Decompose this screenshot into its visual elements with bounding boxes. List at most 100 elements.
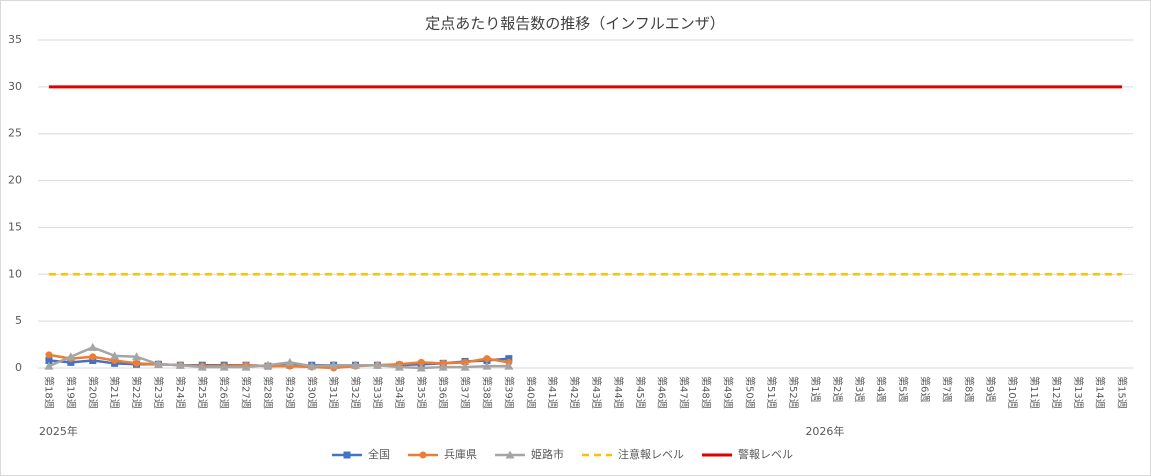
x-tick-label: 第31週 (327, 376, 340, 409)
x-tick-label: 第7週 (940, 376, 953, 402)
y-tick-label: 0 (15, 361, 22, 374)
series-line (48, 346, 509, 370)
year-label: 2025年 (39, 424, 78, 438)
y-tick-label: 25 (8, 127, 22, 140)
marker (505, 450, 515, 459)
year-label: 2026年 (805, 424, 844, 438)
x-tick-label: 第51週 (765, 376, 778, 409)
x-tick-label: 第50週 (743, 376, 756, 409)
x-tick-label: 第33週 (371, 376, 384, 409)
marker (45, 351, 53, 359)
x-tick-label: 第18週 (42, 376, 55, 409)
marker (285, 357, 295, 366)
x-tick-label: 第22週 (130, 376, 143, 409)
marker (89, 357, 97, 365)
x-tick-label: 第47週 (678, 376, 691, 409)
x-tick-label: 第1週 (809, 376, 822, 402)
legend-label: 兵庫県 (444, 447, 477, 461)
x-tick-label: 第27週 (240, 376, 253, 409)
marker (372, 360, 382, 369)
x-tick-label: 第19週 (64, 376, 77, 409)
marker (329, 360, 339, 369)
marker (343, 451, 351, 459)
marker (351, 360, 361, 369)
x-tick-label: 第14週 (1094, 376, 1107, 409)
legend-label: 警報レベル (738, 447, 793, 461)
x-tick-label: 第26週 (218, 376, 231, 409)
marker (241, 362, 251, 371)
y-tick-label: 30 (8, 80, 22, 93)
marker (394, 362, 404, 371)
x-tick-label: 第28週 (261, 376, 274, 409)
y-tick-label: 15 (8, 220, 22, 233)
marker (89, 353, 97, 361)
x-tick-label: 第46週 (656, 376, 669, 409)
x-tick-label: 第29週 (283, 376, 296, 409)
y-tick-label: 20 (8, 174, 22, 187)
y-tick-label: 5 (15, 314, 22, 327)
chart-title: 定点あたり報告数の推移（インフルエンザ） (425, 15, 725, 33)
x-tick-label: 第11週 (1028, 376, 1041, 409)
marker (219, 362, 229, 371)
x-tick-label: 第48週 (699, 376, 712, 409)
x-tick-label: 第45週 (634, 376, 647, 409)
x-tick-label: 第24週 (174, 376, 187, 409)
x-tick-label: 第25週 (196, 376, 209, 409)
marker (175, 360, 185, 369)
x-tick-label: 第38週 (480, 376, 493, 409)
marker (416, 363, 426, 372)
x-tick-label: 第2週 (831, 376, 844, 402)
y-tick-label: 10 (8, 267, 22, 280)
x-tick-label: 第43週 (590, 376, 603, 409)
marker (419, 451, 427, 459)
x-tick-label: 第8週 (962, 376, 975, 402)
x-tick-label: 第52週 (787, 376, 800, 409)
x-tick-label: 第42週 (568, 376, 581, 409)
x-tick-label: 第15週 (1116, 376, 1129, 409)
x-tick-label: 第49週 (721, 376, 734, 409)
marker (483, 355, 491, 363)
marker (505, 355, 513, 363)
marker (417, 358, 425, 366)
x-tick-label: 第34週 (393, 376, 406, 409)
x-tick-label: 第21週 (108, 376, 121, 409)
x-tick-label: 第4週 (875, 376, 888, 402)
marker (153, 359, 163, 368)
marker (482, 361, 492, 370)
y-tick-label: 35 (8, 33, 22, 46)
marker (88, 342, 98, 351)
legend-label: 注意報レベル (618, 447, 684, 461)
x-tick-label: 第12週 (1050, 376, 1063, 409)
x-tick-label: 第41週 (546, 376, 559, 409)
x-tick-label: 第40週 (524, 376, 537, 409)
x-tick-label: 第3週 (853, 376, 866, 402)
x-tick-label: 第32週 (349, 376, 362, 409)
x-tick-label: 第20週 (86, 376, 99, 409)
legend-label: 姫路市 (531, 447, 564, 461)
marker (67, 358, 75, 366)
marker (461, 358, 469, 366)
marker (307, 361, 317, 370)
marker (504, 361, 514, 370)
x-tick-label: 第6週 (918, 376, 931, 402)
marker (263, 360, 273, 369)
x-tick-label: 第39週 (502, 376, 515, 409)
x-tick-label: 第44週 (612, 376, 625, 409)
marker (132, 352, 142, 361)
x-tick-label: 第9週 (984, 376, 997, 402)
x-tick-label: 第36週 (437, 376, 450, 409)
x-tick-label: 第23週 (152, 376, 165, 409)
marker (438, 362, 448, 371)
series-line (48, 353, 510, 370)
x-tick-label: 第37週 (459, 376, 472, 409)
marker (45, 357, 53, 365)
marker (110, 351, 120, 360)
legend-label: 全国 (368, 447, 390, 461)
marker (44, 361, 54, 370)
x-tick-label: 第10週 (1006, 376, 1019, 409)
x-tick-label: 第35週 (415, 376, 428, 409)
x-tick-label: 第5週 (897, 376, 910, 402)
